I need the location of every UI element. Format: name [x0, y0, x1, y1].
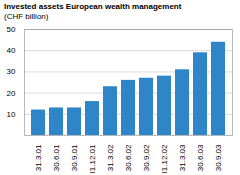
- svg-text:30.6.03: 30.6.03: [196, 144, 205, 171]
- svg-text:31.3.01: 31.3.01: [34, 144, 43, 171]
- svg-text:30.9.03: 30.9.03: [214, 144, 223, 171]
- html-text:(CHF billion): (CHF billion): [4, 12, 49, 21]
- svg-text:31.3.03: 31.3.03: [178, 144, 187, 171]
- svg-text:50: 50: [7, 25, 16, 34]
- svg-text:30: 30: [7, 67, 16, 76]
- svg-text:30.6.01: 30.6.01: [52, 144, 61, 171]
- svg-text:31.12.02: 31.12.02: [160, 144, 169, 173]
- svg-text:30.9.02: 30.9.02: [142, 144, 151, 171]
- svg-text:30.9.01: 30.9.01: [70, 144, 79, 171]
- svg-text:31.3.02: 31.3.02: [106, 144, 115, 171]
- svg-text:10: 10: [7, 110, 16, 119]
- svg-text:20: 20: [7, 89, 16, 98]
- svg-text:30.6.02: 30.6.02: [124, 144, 133, 171]
- html-text:Invested assets European wealt: Invested assets European wealth manageme…: [4, 2, 182, 11]
- svg-text:31.12.01: 31.12.01: [88, 144, 97, 173]
- svg-text:40: 40: [7, 46, 16, 55]
